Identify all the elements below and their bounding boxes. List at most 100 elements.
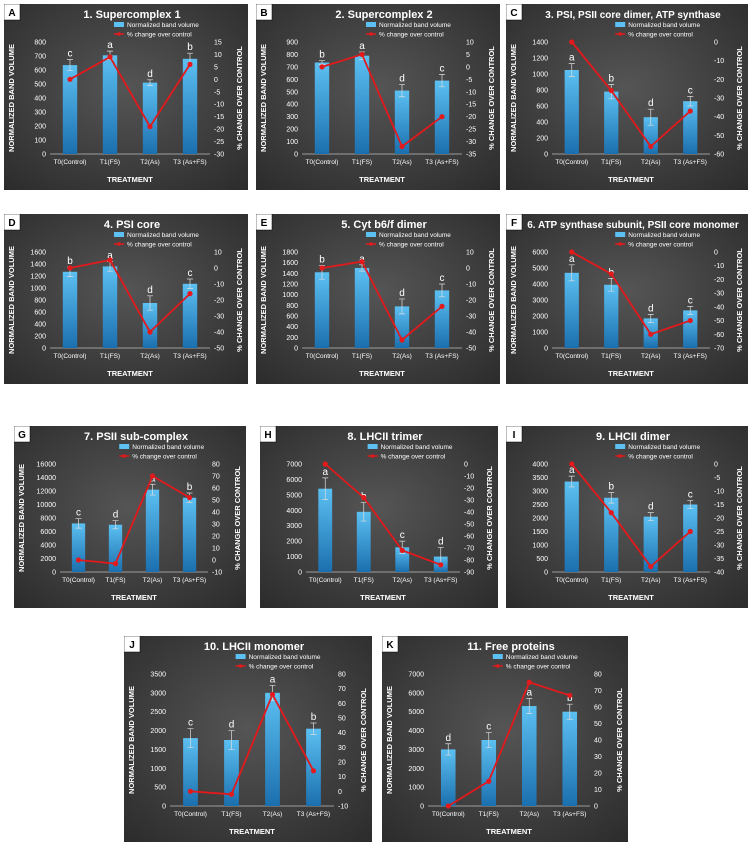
y2-tick-label: -50	[214, 346, 224, 353]
significance-letter: b	[67, 256, 73, 267]
bar	[356, 511, 371, 572]
y-tick-label: 600	[286, 77, 298, 84]
series-point	[75, 557, 82, 563]
significance-letter: c	[188, 718, 193, 729]
chart-background	[14, 426, 246, 608]
bar	[604, 91, 619, 154]
panel-letter: G	[18, 430, 26, 441]
bar	[265, 692, 280, 806]
x-axis-title: TREATMENT	[608, 369, 654, 378]
x-axis-title: TREATMENT	[359, 369, 405, 378]
bar	[183, 738, 198, 806]
x-tick-label: T2(As)	[393, 577, 413, 584]
x-tick-label: T3 (As+FS)	[425, 159, 458, 166]
y2-tick-label: 0	[214, 77, 218, 84]
error-bar	[360, 502, 367, 522]
legend-marker	[369, 242, 373, 246]
y2-tick-label: -5	[714, 475, 720, 482]
x-tick-label: T2(As)	[392, 159, 412, 166]
panel-letter-box	[256, 214, 273, 231]
series-line	[69, 258, 191, 334]
y-axis-title: NORMALIZED BAND VOLUME	[509, 44, 518, 152]
series-point	[608, 271, 614, 277]
y-axis-title: NORMALIZED BAND VOLUME	[259, 246, 268, 354]
bar	[564, 272, 579, 348]
chart-title: 9. LHCII dimer	[596, 431, 671, 443]
chart-title: 5. Cyt b6/f dimer	[341, 219, 427, 231]
legend-marker	[122, 454, 126, 458]
y2-axis-title: % CHANGE OVER CONTROL	[735, 248, 744, 352]
y2-tick-label: 20	[212, 534, 220, 541]
x-tick-label: T3 (As+FS)	[173, 577, 206, 584]
y-tick-label: 100	[34, 138, 46, 145]
error-bar	[687, 500, 694, 509]
legend-label-bar: Normalized band volume	[127, 232, 199, 239]
bar	[562, 711, 578, 806]
error-bar	[310, 722, 317, 735]
y2-tick-label: -30	[466, 314, 476, 321]
y-tick-label: 0	[52, 570, 56, 577]
y-tick-label: 500	[154, 785, 166, 792]
y2-tick-label: 15	[214, 40, 222, 47]
significance-letter: a	[107, 251, 113, 262]
series-point	[439, 114, 445, 120]
bar	[102, 55, 118, 154]
y2-tick-label: 30	[594, 754, 602, 761]
x-tick-label: T3 (As+FS)	[425, 353, 458, 360]
error-bar	[187, 728, 194, 748]
series-point	[608, 510, 614, 516]
bar	[643, 117, 658, 154]
significance-letter: d	[399, 73, 405, 84]
y2-tick-label: -20	[466, 298, 476, 305]
series-point	[319, 265, 325, 271]
y2-tick-label: 10	[466, 40, 474, 47]
y2-tick-label: 5	[466, 52, 470, 59]
y-tick-label: 1000	[532, 72, 548, 79]
significance-letter: c	[440, 63, 445, 74]
series-point	[361, 495, 367, 501]
error-bar	[149, 483, 156, 496]
legend-marker	[238, 664, 243, 668]
legend-swatch-bar	[615, 232, 626, 237]
y2-tick-label: 0	[464, 462, 468, 469]
y2-tick-label: -40	[466, 330, 476, 337]
bar	[142, 303, 158, 348]
x-tick-label: T1(FS)	[354, 577, 374, 584]
bar	[354, 268, 370, 348]
y2-tick-label: 10	[338, 774, 346, 781]
error-bar	[485, 732, 492, 748]
y2-tick-label: -40	[214, 330, 224, 337]
error-bar	[566, 703, 573, 720]
y-tick-label: 3000	[408, 747, 424, 754]
y-tick-label: 200	[286, 335, 298, 342]
y-axis-title: NORMALIZED BAND VOLUME	[17, 464, 26, 572]
series-point	[569, 249, 575, 255]
y-tick-label: 4000	[532, 462, 548, 469]
bar	[395, 547, 410, 572]
y-tick-label: 3000	[532, 298, 548, 305]
panel-letter-box	[506, 214, 523, 231]
y-tick-label: 6000	[532, 250, 548, 257]
y2-tick-label: -80	[464, 558, 474, 565]
bar	[142, 82, 158, 154]
y2-axis-title: % CHANGE OVER CONTROL	[359, 688, 368, 792]
error-bar	[147, 79, 153, 86]
panel-e: E 5. Cyt b6/f dimer 0 200 400 600 800 1000 1200 1…	[256, 214, 500, 384]
bar	[314, 272, 330, 348]
y2-tick-label: 0	[466, 266, 470, 273]
y2-tick-label: -40	[464, 510, 474, 517]
y-tick-label: 1400	[30, 262, 46, 269]
chart-b-svg: B 2. Supercomplex 20100200300400500600700…	[256, 4, 500, 190]
y2-tick-label: 20	[594, 771, 602, 778]
x-tick-label: T1(FS)	[479, 811, 499, 818]
significance-letter: b	[608, 481, 614, 492]
y-tick-label: 1000	[150, 766, 166, 773]
y-tick-label: 2000	[286, 539, 302, 546]
chart-a-svg: A 1. Supercomplex 10100200300400500600700…	[4, 4, 248, 190]
y2-tick-label: -60	[714, 332, 724, 339]
significance-letter: d	[445, 733, 451, 744]
significance-letter: d	[147, 69, 153, 80]
y-tick-label: 200	[34, 334, 46, 341]
y2-tick-label: -40	[714, 570, 724, 577]
x-tick-label: T3 (As+FS)	[553, 811, 586, 818]
